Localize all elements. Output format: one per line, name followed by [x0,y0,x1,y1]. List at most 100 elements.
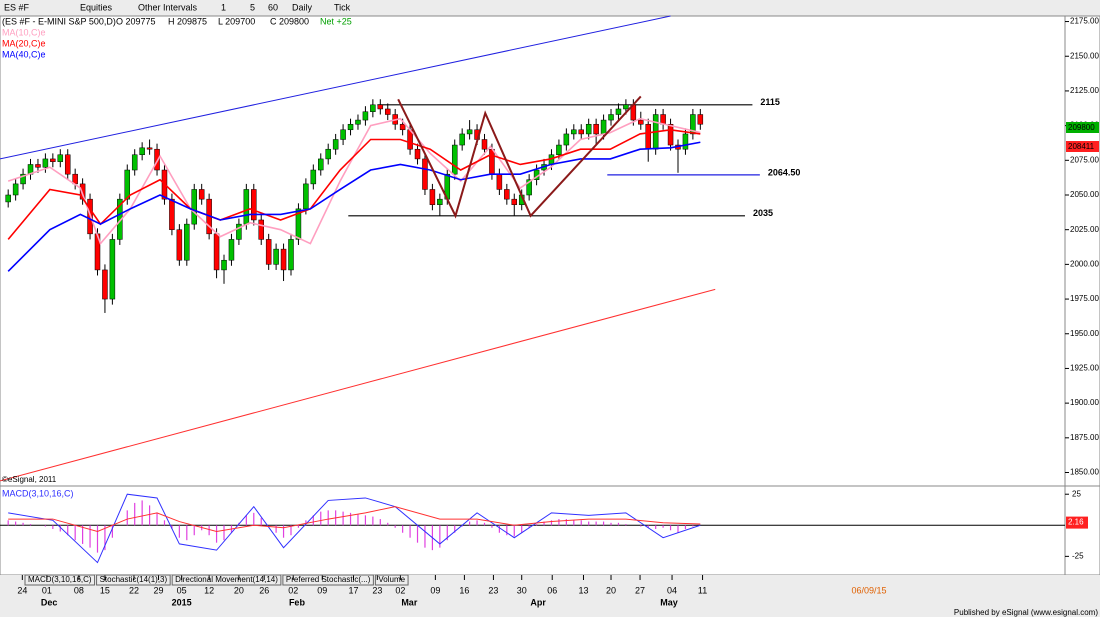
date-box-bg [847,585,892,596]
x-tick-label: 02 [288,585,298,595]
last-value: 2.16 [1068,518,1084,527]
candle-body [154,148,160,171]
tab[interactable]: MACD(3,10,16,C) [28,575,92,584]
x-tick-label: 13 [578,585,588,595]
tab-frame[interactable] [96,574,171,586]
candle-body [504,189,510,200]
toolbar-item[interactable]: 60 [268,2,278,12]
candle-body [228,239,235,261]
x-tick-label: 30 [517,585,527,595]
month-label: Mar [401,597,418,607]
x-tick-label: 12 [204,585,214,595]
candle-body [325,148,331,160]
candle-body [556,144,562,156]
x-tick-label: 09 [430,585,440,595]
candle-body [697,114,704,125]
candle-body [64,154,71,175]
candle-body [399,123,406,131]
candle-body [489,148,495,175]
candle-body [608,114,614,121]
toolbar-item[interactable]: Equities [80,2,113,12]
legend-entry: MA(10,C)e [2,27,46,37]
candle-body [645,123,651,150]
moving-average [7,117,701,246]
x-tick-label: 01 [42,585,52,595]
candle-body [690,114,696,135]
candle-body [42,158,49,168]
candle-body [295,208,302,240]
tab[interactable]: Volume [378,575,405,584]
date-box[interactable]: 06/09/15 [851,585,886,595]
x-tick-label: 06 [547,585,557,595]
candle-body [340,129,346,140]
toolbar [0,0,1100,16]
quote: H 209875 [168,16,207,26]
candle-body [102,269,108,300]
candle-body [362,111,369,121]
tab-frame[interactable] [374,574,409,586]
pane-title: MACD(3,10,16,C) [2,488,74,498]
candle-body [422,158,428,190]
tab[interactable]: Preferred Stochastic(...) [286,575,371,584]
price-tag-bg [1066,122,1099,133]
x-tick-label: 20 [234,585,244,595]
x-tick-label: 02 [395,585,405,595]
candle-body [332,139,339,150]
legend-entry: MA(20,C)e [2,38,46,48]
month-label: Apr [530,597,546,607]
candle-body [236,223,242,240]
candle-body [221,259,227,271]
y-tick-label: 2000.00 [1070,259,1099,268]
x-tick-label: 20 [606,585,616,595]
candle-body [563,133,570,146]
x-tick-label: 29 [154,585,164,595]
candle-body [459,133,465,146]
moving-average [7,128,701,240]
candle-body [303,183,309,210]
toolbar-item[interactable]: Daily [292,2,313,12]
moving-average [7,141,701,272]
candle-body [623,104,629,110]
last-value-bg [1066,516,1088,529]
candle-body [585,123,592,135]
candle-body [511,198,518,205]
toolbar-symbol[interactable]: ES #F [4,2,30,12]
tab-frame[interactable] [171,574,282,586]
macd-line [8,493,701,564]
candle-body [384,108,391,115]
toolbar-item[interactable]: Tick [334,2,351,12]
month-label: 2015 [172,597,192,607]
price-scale [1064,15,1100,576]
candle-body [131,154,138,171]
y-tick-label: 2150.00 [1070,51,1099,60]
toolbar-item[interactable]: 1 [221,2,226,12]
candle-body [667,123,674,146]
month-label: Feb [289,597,306,607]
x-tick-label: 27 [635,585,645,595]
x-tick-label: 05 [177,585,187,595]
candle-body [600,119,607,135]
candle-body [57,154,64,162]
candle-body [198,189,205,200]
tab[interactable]: Stochastic(14(1),3) [100,575,168,584]
candle-body [451,144,458,175]
candle-body [429,189,436,205]
bottom-bar [0,575,1100,617]
tab-frame[interactable] [24,574,96,586]
candle-body [124,169,131,200]
candle-body [273,248,279,265]
level-label: 2035 [753,208,773,218]
x-tick-label: 23 [488,585,498,595]
tab-frame[interactable] [282,574,374,586]
candle-body [638,119,644,125]
candle-body [526,179,532,196]
toolbar-item[interactable]: 5 [250,2,255,12]
tab[interactable]: Directional Movement(14,14) [175,575,278,584]
toolbar-item[interactable]: Other Intervals [138,2,198,12]
plot-area [0,15,1066,576]
zigzag [397,95,642,219]
x-tick-label: 08 [74,585,84,595]
candle-body [355,119,361,125]
x-tick-label: 11 [698,585,707,595]
